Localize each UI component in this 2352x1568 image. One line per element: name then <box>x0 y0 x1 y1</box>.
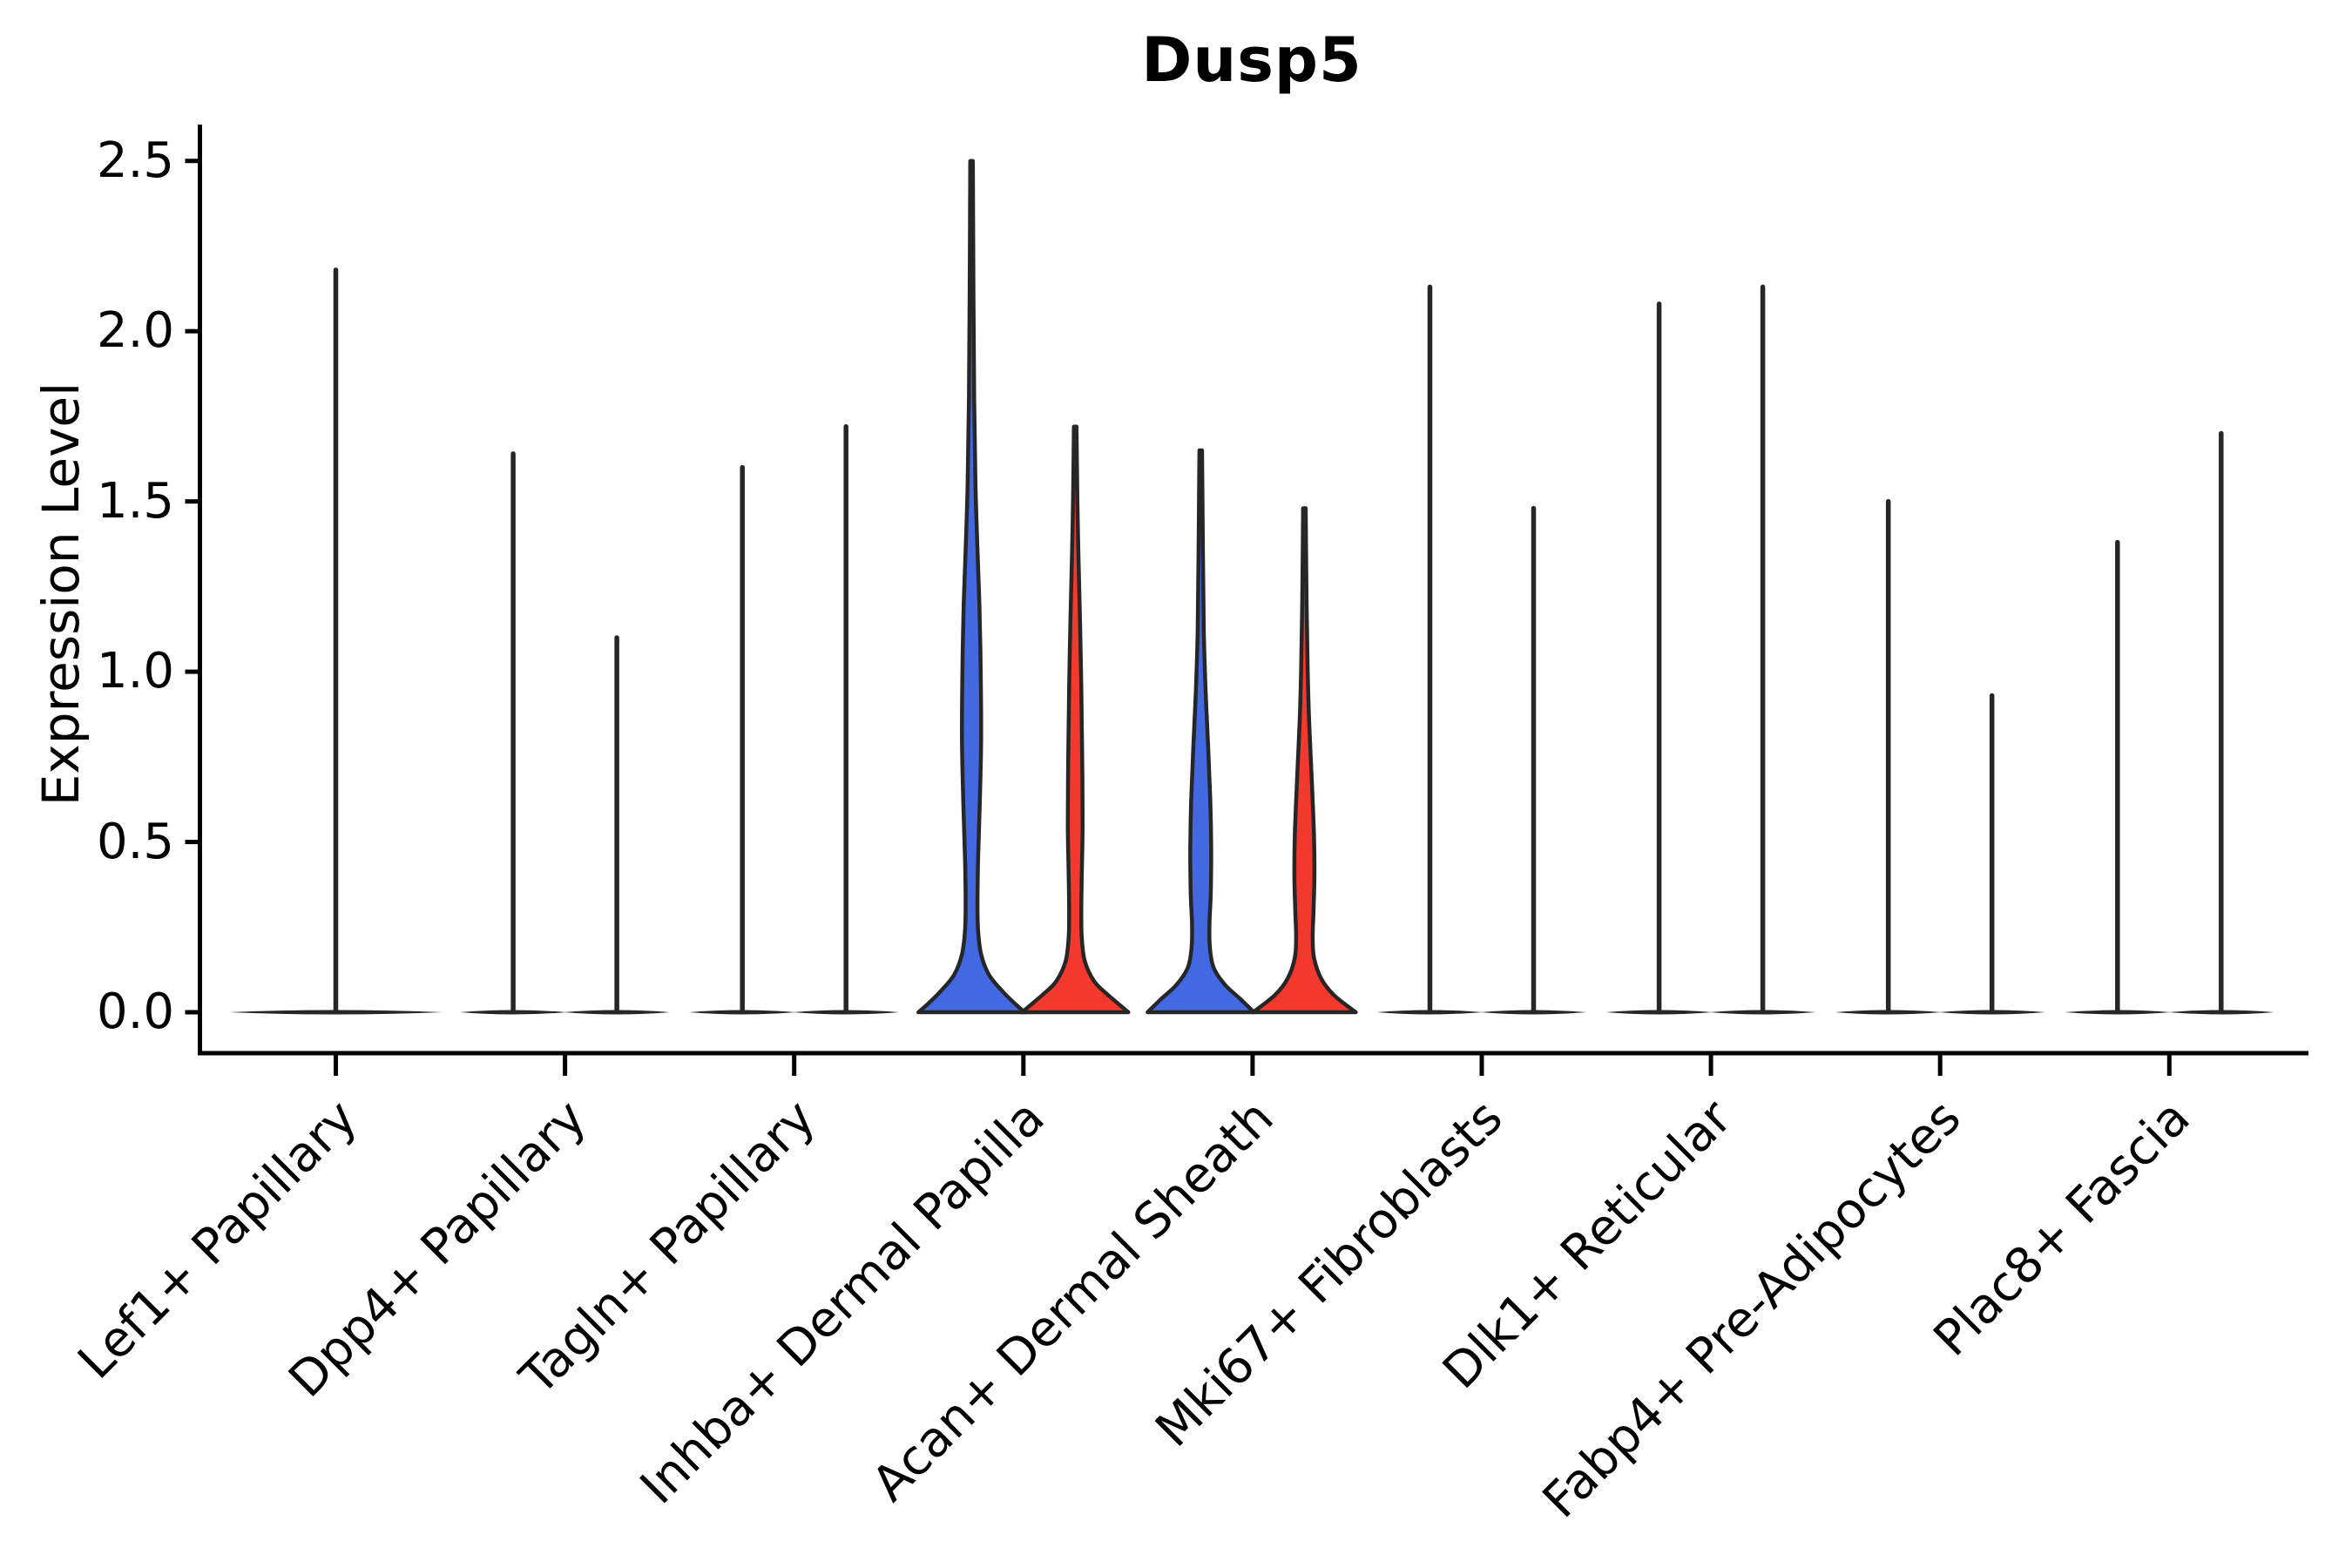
y-tick-label: 2.0 <box>96 302 174 360</box>
violin-blue <box>916 159 1027 1015</box>
y-tick-label: 0.5 <box>96 813 174 870</box>
chart-title: Dusp5 <box>1141 24 1362 96</box>
y-tick-label: 1.5 <box>96 472 174 530</box>
violin-blue <box>1146 448 1256 1015</box>
y-tick-label: 0.0 <box>96 983 174 1040</box>
violin-red <box>1251 506 1358 1015</box>
violin-red <box>1020 424 1131 1015</box>
y-tick-label: 2.5 <box>96 132 174 189</box>
y-tick-label: 1.0 <box>96 643 174 700</box>
